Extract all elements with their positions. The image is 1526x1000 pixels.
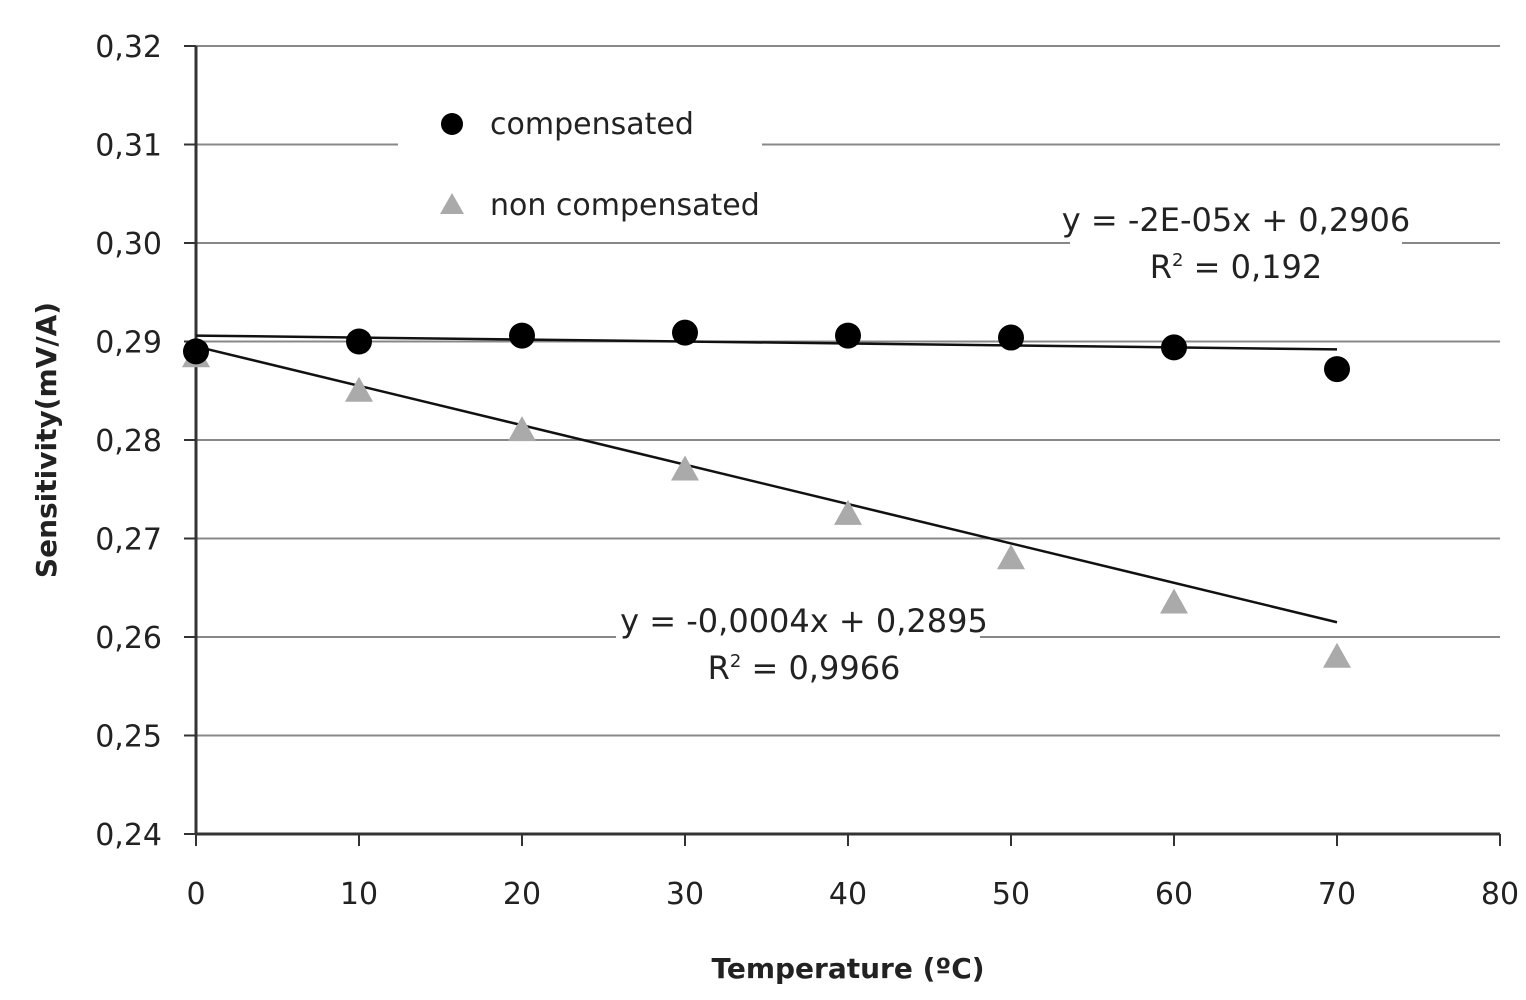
point-non-compensated [997,544,1025,570]
r-squared-compensated: R2 = 0,192 [1150,248,1322,286]
annotation-compensated-background [1070,196,1402,292]
x-tick-label: 50 [992,877,1030,912]
x-tick-label: 0 [186,877,205,912]
point-compensated [1161,334,1187,361]
x-axis-ticks: 0 10 20 30 40 50 60 70 80 [186,834,1519,912]
point-non-compensated [345,376,373,402]
annotation-compensated: y = -2E-05x + 0,2906 R2 = 0,192 [1062,196,1411,292]
point-compensated [183,338,209,365]
y-tick-label: 0,32 [95,30,162,65]
y-tick-label: 0,30 [95,227,162,262]
x-tick-label: 60 [1155,877,1193,912]
legend-background [398,90,762,240]
x-tick-label: 80 [1481,877,1519,912]
point-compensated [509,322,535,349]
x-tick-label: 30 [666,877,704,912]
y-axis-title: Sensitivity(mV/A) [30,302,63,578]
trendline-non-compensated [195,345,1338,624]
point-compensated [1324,356,1350,383]
annotation-non-compensated: y = -0,0004x + 0,2895 R2 = 0,9966 [616,598,988,694]
point-non-compensated [1323,642,1351,668]
legend-label-compensated: compensated [490,107,694,142]
trendline-compensated [195,334,1338,351]
point-non-compensated [671,455,699,481]
y-tick-label: 0,29 [95,326,162,361]
y-tick-label: 0,28 [95,424,162,459]
point-compensated [346,328,372,355]
equation-non-compensated: y = -0,0004x + 0,2895 [620,602,988,640]
data-points [182,319,1351,668]
legend-marker-non-compensated [440,193,464,214]
x-tick-label: 20 [503,877,541,912]
point-compensated [835,322,861,349]
trendlines [195,334,1338,624]
point-non-compensated [834,499,862,525]
x-tick-label: 40 [829,877,867,912]
point-compensated [672,319,698,346]
x-tick-label: 70 [1318,877,1356,912]
y-tick-label: 0,25 [95,720,162,755]
r-squared-non-compensated: R2 = 0,9966 [708,649,901,687]
y-tick-label: 0,31 [95,129,162,164]
x-axis-title: Temperature (ºC) [711,952,984,985]
equation-compensated: y = -2E-05x + 0,2906 [1062,201,1411,239]
annotation-non-compensated-background [616,598,980,694]
y-tick-label: 0,27 [95,523,162,558]
point-non-compensated [508,416,536,442]
legend: compensated non compensated [398,90,762,240]
y-tick-label: 0,24 [95,818,162,853]
x-tick-label: 10 [340,877,378,912]
legend-label-non-compensated: non compensated [490,188,760,223]
point-non-compensated [1160,588,1188,614]
point-compensated [998,324,1024,351]
y-axis-ticks: 0,24 0,25 0,26 0,27 0,28 0,29 0,30 0,31 0,32 [95,30,196,853]
legend-marker-compensated [441,113,463,135]
y-tick-label: 0,26 [95,621,162,656]
